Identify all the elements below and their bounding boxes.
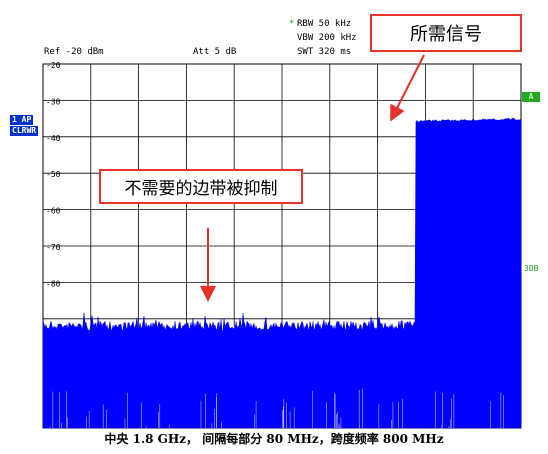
right-a-marker: A	[522, 92, 540, 102]
right-3db-label: 3DB	[524, 264, 539, 273]
y-tick-label: -50	[46, 170, 61, 179]
y-tick-label: -70	[46, 243, 61, 252]
swt-setting: SWT 320 ms	[297, 47, 352, 57]
trace-badge-clrwr: CLRWR	[10, 126, 39, 136]
desired-signal-callout: 所需信号	[370, 14, 522, 52]
y-tick-label: -20	[46, 61, 61, 70]
rbw-setting: RBW 50 kHz	[297, 19, 352, 29]
rbw-marker: *	[289, 19, 295, 29]
trace-badge-ap: 1 AP	[10, 115, 34, 125]
suppressed-sidebands-callout: 不需要的边带被抑制	[99, 169, 303, 204]
y-tick-label: -40	[46, 134, 61, 143]
ref-level: Ref -20 dBm	[44, 47, 104, 57]
y-tick-label: -60	[46, 207, 61, 216]
attenuation: Att 5 dB	[193, 47, 237, 57]
vbw-setting: VBW 200 kHz	[297, 33, 357, 43]
spectrum-trace	[42, 117, 522, 429]
y-tick-label: -30	[46, 97, 61, 106]
y-tick-label: -80	[46, 279, 61, 288]
figure-caption: 中央 1.8 GHz， 间隔每部分 80 MHz，跨度频率 800 MHz	[104, 432, 444, 446]
